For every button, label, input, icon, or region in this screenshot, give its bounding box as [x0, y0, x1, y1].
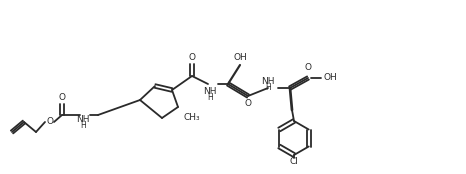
Text: O: O: [59, 93, 66, 102]
Text: H: H: [207, 93, 213, 102]
Text: NH: NH: [76, 114, 90, 124]
Text: NH: NH: [203, 86, 217, 96]
Text: O: O: [47, 117, 54, 126]
Text: O: O: [245, 100, 252, 109]
Text: O: O: [304, 64, 311, 73]
Text: H: H: [80, 121, 86, 130]
Text: Cl: Cl: [289, 157, 298, 167]
Text: H: H: [265, 84, 271, 93]
Text: OH: OH: [233, 53, 247, 61]
Text: NH: NH: [261, 77, 275, 86]
Text: OH: OH: [323, 73, 337, 82]
Text: O: O: [189, 53, 196, 61]
Text: CH₃: CH₃: [184, 113, 201, 121]
